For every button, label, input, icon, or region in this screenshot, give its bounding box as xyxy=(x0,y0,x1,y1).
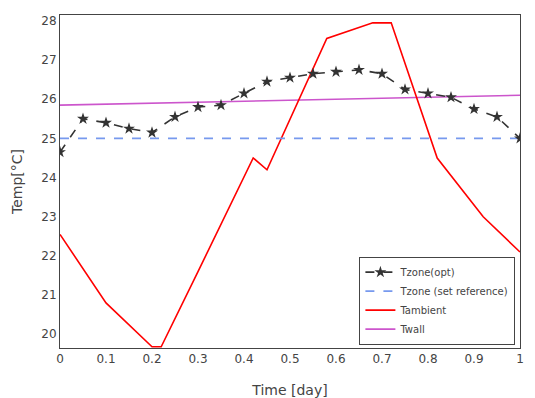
svg-text:0.3: 0.3 xyxy=(188,352,207,366)
svg-text:0.9: 0.9 xyxy=(464,352,483,366)
svg-text:0.7: 0.7 xyxy=(372,352,391,366)
svg-text:0.4: 0.4 xyxy=(234,352,253,366)
svg-text:1: 1 xyxy=(516,352,524,366)
svg-text:24: 24 xyxy=(41,171,56,185)
svg-text:26: 26 xyxy=(41,92,56,106)
svg-text:Temp[°C]: Temp[°C] xyxy=(9,149,25,215)
svg-text:28: 28 xyxy=(41,14,56,28)
svg-text:0.2: 0.2 xyxy=(142,352,161,366)
svg-text:0.5: 0.5 xyxy=(280,352,299,366)
svg-text:27: 27 xyxy=(41,53,56,67)
svg-text:Time [day]: Time [day] xyxy=(251,382,327,398)
svg-text:25: 25 xyxy=(41,132,56,146)
svg-text:21: 21 xyxy=(41,288,56,302)
svg-text:Tzone(opt): Tzone(opt) xyxy=(399,267,454,278)
svg-text:Twall: Twall xyxy=(399,324,424,335)
svg-text:23: 23 xyxy=(41,210,56,224)
svg-text:Tzone (set reference): Tzone (set reference) xyxy=(399,286,507,297)
svg-text:20: 20 xyxy=(41,327,56,341)
svg-text:0.1: 0.1 xyxy=(96,352,115,366)
svg-text:0.6: 0.6 xyxy=(326,352,345,366)
svg-text:Tambient: Tambient xyxy=(399,305,446,316)
svg-text:0.8: 0.8 xyxy=(418,352,437,366)
svg-text:22: 22 xyxy=(41,249,56,263)
svg-text:0: 0 xyxy=(56,352,64,366)
